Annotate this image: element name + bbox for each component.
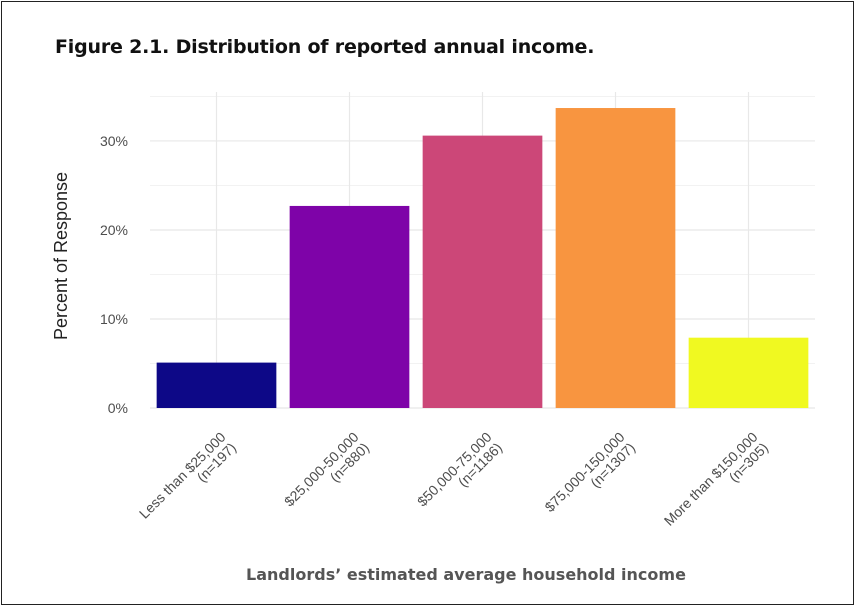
y-axis-ticks: 0% 10% 20% 30% xyxy=(100,133,128,416)
y-tick-label: 20% xyxy=(100,222,128,238)
x-axis-ticks: Less than $25,000(n=197) $25,000-50,000(n… xyxy=(136,429,772,540)
y-tick-label: 30% xyxy=(100,133,128,149)
x-tick-label: $25,000-50,000(n=880) xyxy=(281,429,372,520)
x-axis-label: Landlords’ estimated average household i… xyxy=(246,565,686,584)
x-tick-label: $50,000-75,000(n=1186) xyxy=(414,429,505,520)
figure-title: Figure 2.1. Distribution of reported ann… xyxy=(55,36,595,58)
x-tick-label: More than $150,000(n=305) xyxy=(661,429,772,540)
y-axis-label: Percent of Response xyxy=(51,172,71,340)
bar xyxy=(156,362,277,408)
x-tick-category: More than $150,000 xyxy=(661,429,761,529)
bar xyxy=(422,135,543,409)
bars xyxy=(156,108,809,409)
y-tick-label: 10% xyxy=(100,311,128,327)
bar xyxy=(555,108,676,409)
x-tick-label: Less than $25,000(n=197) xyxy=(136,429,240,533)
bar xyxy=(289,205,410,408)
x-tick-label: $75,000-150,000(n=1307) xyxy=(541,429,638,526)
bar xyxy=(688,337,809,408)
y-tick-label: 0% xyxy=(108,400,128,416)
